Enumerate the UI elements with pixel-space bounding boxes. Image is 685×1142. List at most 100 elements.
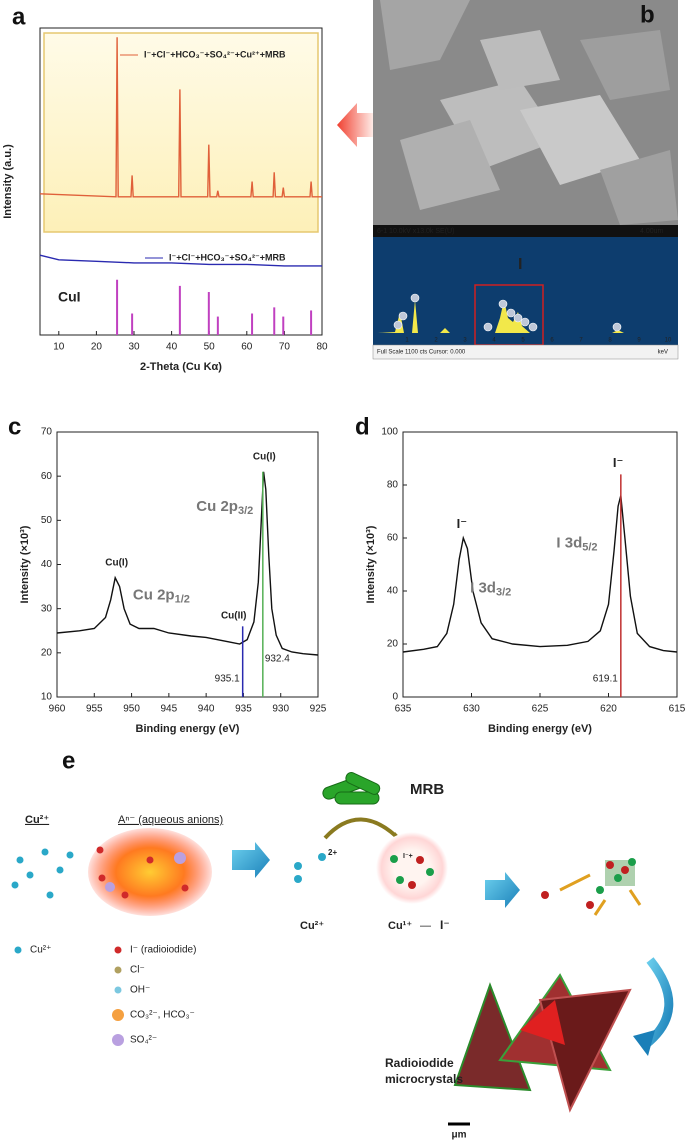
y-axis-label: Intensity (×10³) bbox=[365, 525, 377, 603]
peak-annotation: Cu(II) bbox=[221, 610, 247, 621]
x-tick-label: 925 bbox=[310, 704, 327, 715]
sem-info: 6-1 10.0kV x13.0k SE(U) bbox=[377, 228, 454, 235]
sem-image bbox=[372, 0, 679, 360]
product-2: microcrystals bbox=[385, 1072, 463, 1086]
y-tick-label: 60 bbox=[41, 471, 53, 482]
peak-annotation: I⁻ bbox=[457, 516, 467, 531]
eds-tick-label: 8 bbox=[608, 338, 612, 344]
panel-letter: c bbox=[8, 413, 21, 440]
x-tick-label: 945 bbox=[161, 704, 178, 715]
legend-label: I⁻+Cl⁻+HCO₃⁻+SO₄²⁻+MRB bbox=[169, 252, 286, 262]
legend-dot bbox=[112, 1009, 124, 1021]
eds-tick-label: 10 bbox=[665, 338, 672, 344]
plot-frame bbox=[39, 27, 323, 336]
x-tick-label: 30 bbox=[128, 342, 140, 353]
eds-tick-label: 3 bbox=[463, 338, 467, 344]
sem-scale: 4.00um bbox=[640, 228, 664, 235]
peak-annotation: Cu(I) bbox=[105, 557, 128, 568]
arrow bbox=[337, 103, 374, 147]
reference-label: CuI bbox=[58, 289, 81, 305]
peak-annotation: I 3d3/2 bbox=[470, 579, 511, 598]
annotation-text: Cu(II) bbox=[221, 610, 247, 621]
eds-tick-label: 7 bbox=[579, 338, 583, 344]
plot-frame bbox=[402, 431, 678, 698]
annotation-text: Cu 2p bbox=[196, 498, 238, 515]
x-tick-label: 955 bbox=[86, 704, 103, 715]
spectrum-line bbox=[56, 471, 319, 656]
x-tick-label: 70 bbox=[279, 342, 291, 353]
x-axis-label: Binding energy (eV) bbox=[488, 723, 592, 735]
y-axis-label: Intensity (×10³) bbox=[19, 525, 31, 603]
legend-label: Cu²⁺ bbox=[30, 945, 51, 956]
annotation-subscript: 3/2 bbox=[238, 505, 253, 517]
legend-label: SO₄²⁻ bbox=[130, 1035, 157, 1046]
peak-annotation: Cu 2p1/2 bbox=[133, 586, 190, 605]
eds-tick-label: 4 bbox=[492, 338, 496, 344]
legend-dot bbox=[114, 966, 122, 974]
annotation-subscript: 1/2 bbox=[175, 593, 190, 605]
y-tick-label: 10 bbox=[41, 692, 53, 703]
x-tick-label: 615 bbox=[669, 704, 685, 715]
x-tick-label: 930 bbox=[272, 704, 289, 715]
legend-label: I⁻+Cl⁻+HCO₃⁻+SO₄²⁻+Cu²⁺+MRB bbox=[144, 49, 286, 59]
x-tick-label: 935 bbox=[235, 704, 252, 715]
legend-dot bbox=[114, 986, 122, 994]
peak-annotation: Cu 2p3/2 bbox=[196, 498, 253, 517]
annotation-text: I⁻ bbox=[613, 455, 623, 470]
mrb-label: MRB bbox=[410, 781, 444, 798]
x-tick-label: 950 bbox=[123, 704, 140, 715]
y-tick-label: 30 bbox=[41, 603, 53, 614]
x-tick-label: 960 bbox=[49, 704, 66, 715]
legend-label: OH⁻ bbox=[130, 985, 150, 996]
legend-dot bbox=[112, 1034, 124, 1046]
x-tick-label: 50 bbox=[204, 342, 216, 353]
y-axis-label: Intensity (a.u.) bbox=[2, 144, 14, 219]
panel-letter: b bbox=[640, 1, 655, 28]
eds-tick-label: 2 bbox=[434, 338, 438, 344]
eds-tick-label: 9 bbox=[637, 338, 641, 344]
x-tick-label: 630 bbox=[463, 704, 480, 715]
cu-title: Cu²⁺ bbox=[25, 814, 49, 826]
annotation-text: I 3d bbox=[470, 579, 496, 596]
legend-dot bbox=[14, 946, 22, 954]
x-tick-label: 40 bbox=[166, 342, 178, 353]
iodide-label: I⁻ bbox=[440, 918, 450, 932]
annotation-text: I 3d bbox=[556, 534, 582, 551]
annotation-text: Cu(I) bbox=[105, 557, 128, 568]
complex-charge: I⁻+ bbox=[403, 853, 413, 860]
peak-annotation: I 3d5/2 bbox=[556, 534, 597, 553]
y-tick-label: 0 bbox=[392, 692, 398, 703]
x-axis-label: 2-Theta (Cu Kα) bbox=[140, 361, 222, 373]
legend-dot bbox=[114, 946, 122, 954]
x-axis-label: Binding energy (eV) bbox=[136, 723, 240, 735]
y-tick-label: 20 bbox=[41, 647, 53, 658]
annotation-text: Cu(I) bbox=[253, 451, 276, 462]
cu1-label: Cu¹⁺ bbox=[388, 920, 412, 932]
product-1: Radioiodide bbox=[385, 1056, 454, 1070]
charge-label: 2+ bbox=[328, 848, 337, 857]
x-tick-label: 625 bbox=[532, 704, 549, 715]
x-tick-label: 620 bbox=[600, 704, 617, 715]
eds-tick-label: 5 bbox=[521, 338, 525, 344]
spectrum-line bbox=[39, 254, 322, 267]
y-tick-label: 100 bbox=[381, 427, 398, 438]
y-tick-label: 80 bbox=[387, 480, 399, 491]
x-tick-label: 80 bbox=[316, 342, 328, 353]
y-tick-label: 40 bbox=[387, 586, 399, 597]
reference-value: 932.4 bbox=[265, 654, 290, 665]
x-tick-label: 20 bbox=[91, 342, 103, 353]
peak-annotation: I⁻ bbox=[613, 455, 623, 470]
reference-value: 619.1 bbox=[593, 674, 618, 685]
y-tick-label: 70 bbox=[41, 427, 53, 438]
eds-tick-label: 6 bbox=[550, 338, 554, 344]
panel-letter: d bbox=[355, 413, 370, 440]
annotation-subscript: 5/2 bbox=[582, 541, 597, 553]
y-tick-label: 40 bbox=[41, 559, 53, 570]
eds-footer: Full Scale 1100 cts Cursor: 0.000 bbox=[377, 350, 466, 356]
cu2-label: Cu²⁺ bbox=[300, 920, 324, 932]
annotation-subscript: 3/2 bbox=[496, 586, 511, 598]
eds-tick-label: 1 bbox=[405, 338, 409, 344]
annotation-text: I⁻ bbox=[457, 516, 467, 531]
scale-label: μm bbox=[451, 1130, 466, 1141]
